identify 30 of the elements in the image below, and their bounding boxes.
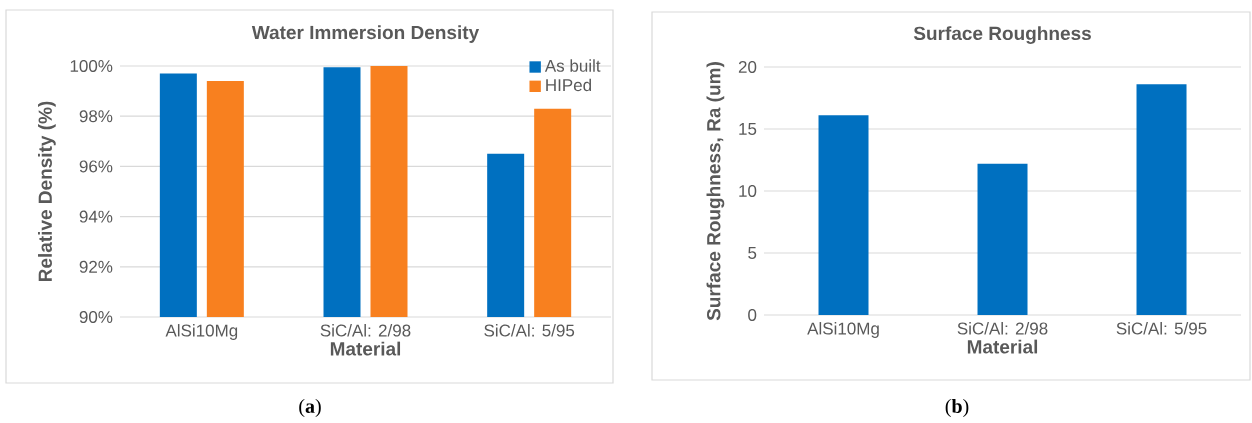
y-axis-title: Surface Roughness, Ra (um)	[706, 62, 725, 321]
y-tick-label: 98%	[79, 110, 113, 123]
x-tick-label: AlSi10Mg	[807, 322, 879, 338]
x-tick-label: SiC/Al: 2/98	[320, 324, 411, 337]
x-tick-label: SiC/Al: 5/95	[484, 324, 575, 337]
y-axis-title: Relative Density (%)	[38, 101, 56, 282]
x-tick-label: AlSi10Mg	[165, 324, 238, 340]
x-tick-label: SiC/Al: 5/95	[1116, 322, 1207, 335]
y-tick-label: 92%	[79, 260, 113, 273]
bar	[977, 163, 1028, 315]
x-axis-title: Material	[330, 341, 401, 356]
bar	[818, 115, 869, 315]
x-axis-title: Material	[967, 339, 1038, 354]
chart-title: Surface Roughness	[913, 26, 1091, 44]
x-tick-label: SiC/Al: 2/98	[957, 322, 1048, 335]
y-tick-label: 0	[748, 308, 757, 322]
y-tick-label: 96%	[79, 160, 113, 173]
y-tick-label: 5	[748, 247, 757, 259]
y-tick-label: 100%	[70, 59, 113, 73]
legend-label: HIPed	[546, 78, 592, 92]
y-tick-label: 15	[739, 123, 757, 135]
y-tick-label: 10	[739, 184, 757, 198]
text: (a)	[299, 398, 321, 418]
text: (b)	[945, 398, 969, 418]
legend-label: As built	[544, 59, 601, 72]
bar	[1136, 84, 1187, 315]
chart-title: Water Immersion Density	[251, 25, 480, 43]
y-tick-label: 94%	[79, 210, 113, 223]
y-tick-label: 90%	[79, 311, 113, 324]
y-tick-label: 20	[738, 60, 757, 74]
